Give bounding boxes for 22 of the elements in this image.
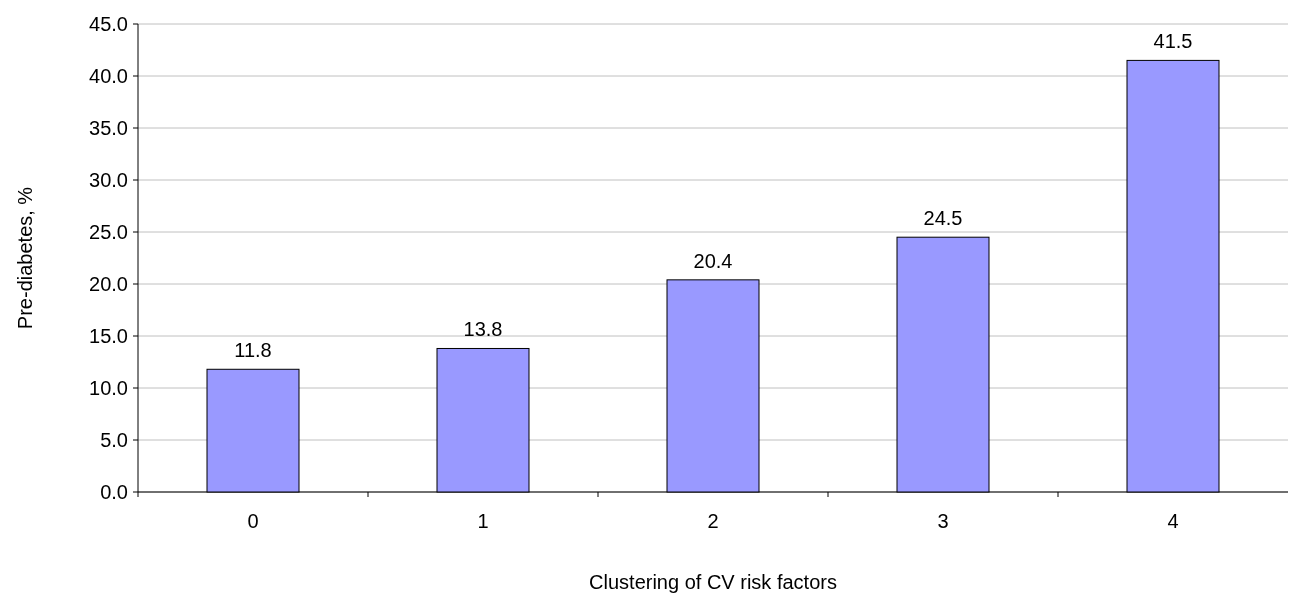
- y-tick-label: 5.0: [100, 429, 128, 451]
- y-tick-label: 40.0: [89, 65, 128, 87]
- y-tick-label: 10.0: [89, 377, 128, 399]
- y-tick-label: 20.0: [89, 273, 128, 295]
- data-label: 41.5: [1153, 30, 1193, 53]
- x-tick-label: 3: [937, 510, 949, 532]
- x-axis-title: Clustering of CV risk factors: [589, 571, 837, 593]
- data-label: 20.4: [693, 249, 733, 272]
- y-axis-title: Pre-diabetes, %: [14, 186, 36, 330]
- y-tick-label: 45.0: [89, 13, 128, 35]
- y-tick-label: 25.0: [89, 221, 128, 243]
- x-tick-label: 0: [247, 510, 259, 532]
- x-tick-label: 2: [707, 510, 719, 532]
- data-label: 13.8: [463, 318, 503, 341]
- y-tick-label: 30.0: [89, 169, 128, 191]
- y-tick-label: 35.0: [89, 117, 128, 139]
- y-tick-label: 0.0: [100, 481, 128, 503]
- x-tick-label: 4: [1167, 510, 1179, 532]
- y-tick-label: 15.0: [89, 325, 128, 347]
- data-label: 24.5: [923, 207, 963, 230]
- data-label: 11.8: [234, 339, 272, 362]
- x-tick-label: 1: [477, 510, 489, 532]
